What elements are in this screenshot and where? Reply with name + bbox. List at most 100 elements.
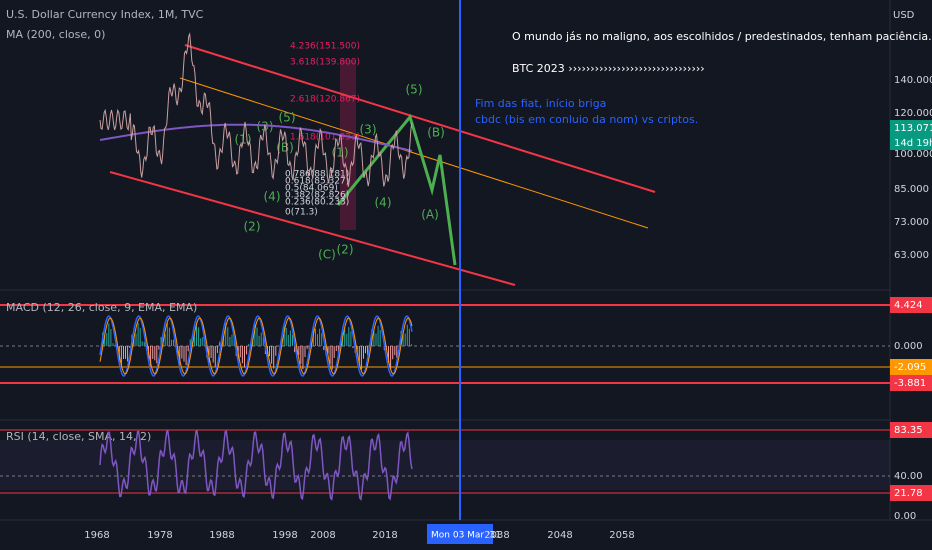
last-price-box <box>890 120 932 150</box>
macd-hist <box>216 346 218 353</box>
macd-hist <box>271 346 273 364</box>
macd-hist <box>269 346 270 357</box>
currency: USD <box>893 10 915 21</box>
ma-line <box>99 123 413 152</box>
wave-label: (1) <box>332 146 349 160</box>
fib-label: 0.236(80.233) <box>285 198 349 208</box>
macd-hist <box>104 334 106 346</box>
macd-hist <box>229 336 231 346</box>
macd-hist <box>352 346 354 349</box>
macd-hist <box>108 323 110 346</box>
macd-hist <box>196 322 197 346</box>
macd-hist <box>139 328 141 346</box>
channel-mid <box>179 77 649 229</box>
macd-label: -3.881 <box>894 378 926 389</box>
macd-hist <box>323 346 325 351</box>
macd-hist <box>375 333 377 346</box>
macd-hist <box>137 323 139 346</box>
macd-hist <box>202 337 204 346</box>
macd-hist <box>198 327 200 346</box>
macd-hist <box>254 323 256 346</box>
macd-hist <box>258 335 260 346</box>
macd-hist <box>114 344 116 346</box>
macd-hist <box>106 333 108 346</box>
macd-hist <box>356 346 358 352</box>
macd-hist <box>300 346 302 364</box>
note: Fim das fiat, início briga <box>475 97 606 110</box>
fib-label: 4.236(151.500) <box>290 42 360 52</box>
macd-label: -2.095 <box>894 362 926 373</box>
rsi-label: 0.00 <box>894 511 916 522</box>
macd-hist <box>158 346 160 350</box>
wave-label: (5) <box>406 83 423 97</box>
macd-hist <box>327 346 329 354</box>
macd-hist <box>337 346 339 353</box>
macd-label-box <box>890 375 932 391</box>
macd-hist <box>408 328 410 346</box>
countdown: 14d 19h <box>894 138 932 149</box>
time-label: 1998 <box>272 530 297 541</box>
macd-hist <box>379 330 381 346</box>
channel-bottom <box>109 171 516 286</box>
macd-hist <box>110 328 112 346</box>
macd-hist <box>377 325 379 346</box>
macd-hist <box>321 333 323 346</box>
macd-hist <box>344 329 346 346</box>
macd-label-box <box>890 297 932 313</box>
rsi-band <box>0 440 890 490</box>
macd-label: 0.000 <box>894 341 923 352</box>
cursor-time-box <box>427 524 493 544</box>
symbol: U.S. Dollar Currency Index, 1M, TVC <box>6 8 204 21</box>
macd-hist <box>392 346 394 360</box>
fib-label: 0.786(88.181) <box>285 170 349 180</box>
macd-hist <box>241 346 243 364</box>
macd-hist <box>329 346 331 364</box>
macd-hist <box>360 346 362 370</box>
fib-label: 0.5(84.069) <box>285 184 338 194</box>
macd-hist <box>244 346 245 368</box>
macd-hist <box>239 346 241 358</box>
time-label: 1978 <box>147 530 172 541</box>
macd-hist <box>294 346 296 353</box>
price-label: 120.000 <box>894 108 932 119</box>
macd-hist <box>150 346 152 367</box>
macd-hist <box>289 330 291 346</box>
macd-hist <box>246 346 248 355</box>
time-label: 2008 <box>310 530 335 541</box>
note: cbdc (bis em conluio da nom) vs criptos. <box>475 113 698 126</box>
macd-hist <box>210 346 212 358</box>
macd-hist <box>411 344 412 346</box>
macd-hist <box>333 346 335 358</box>
macd-hist <box>129 346 131 348</box>
rsi-label: 83.35 <box>894 425 923 436</box>
wave-label: (4) <box>264 190 281 204</box>
time-label: 2038 <box>484 530 509 541</box>
macd-hist <box>187 346 189 352</box>
macd-hist <box>200 338 202 346</box>
macd-label-box <box>890 359 932 375</box>
macd-hist <box>331 346 333 370</box>
wave-label: (5) <box>279 111 296 125</box>
wave-label: (C) <box>318 248 336 262</box>
macd-hist <box>227 327 229 346</box>
macd-hist <box>212 346 214 363</box>
fib-label: 0.382(82.826) <box>285 191 349 201</box>
macd-hist <box>388 346 389 363</box>
macd-hist <box>394 346 396 356</box>
price-label: 140.000 <box>894 75 932 86</box>
macd-hist <box>183 346 185 362</box>
wave-label: (2) <box>244 220 261 234</box>
time-label: 2018 <box>372 530 397 541</box>
time-label: 1988 <box>209 530 234 541</box>
macd-hist <box>396 346 398 358</box>
macd-hist <box>346 333 348 346</box>
macd-hist <box>173 339 174 346</box>
macd-hist <box>168 327 170 346</box>
fib-label: 0(71.3) <box>285 208 318 218</box>
macd-hist <box>112 343 114 346</box>
price-label: 73.000 <box>894 217 929 228</box>
macd-hist <box>275 346 277 356</box>
note: O mundo jás no maligno, aos escolhidos /… <box>512 30 932 43</box>
macd-hist <box>156 346 158 364</box>
macd-hist <box>273 346 275 369</box>
